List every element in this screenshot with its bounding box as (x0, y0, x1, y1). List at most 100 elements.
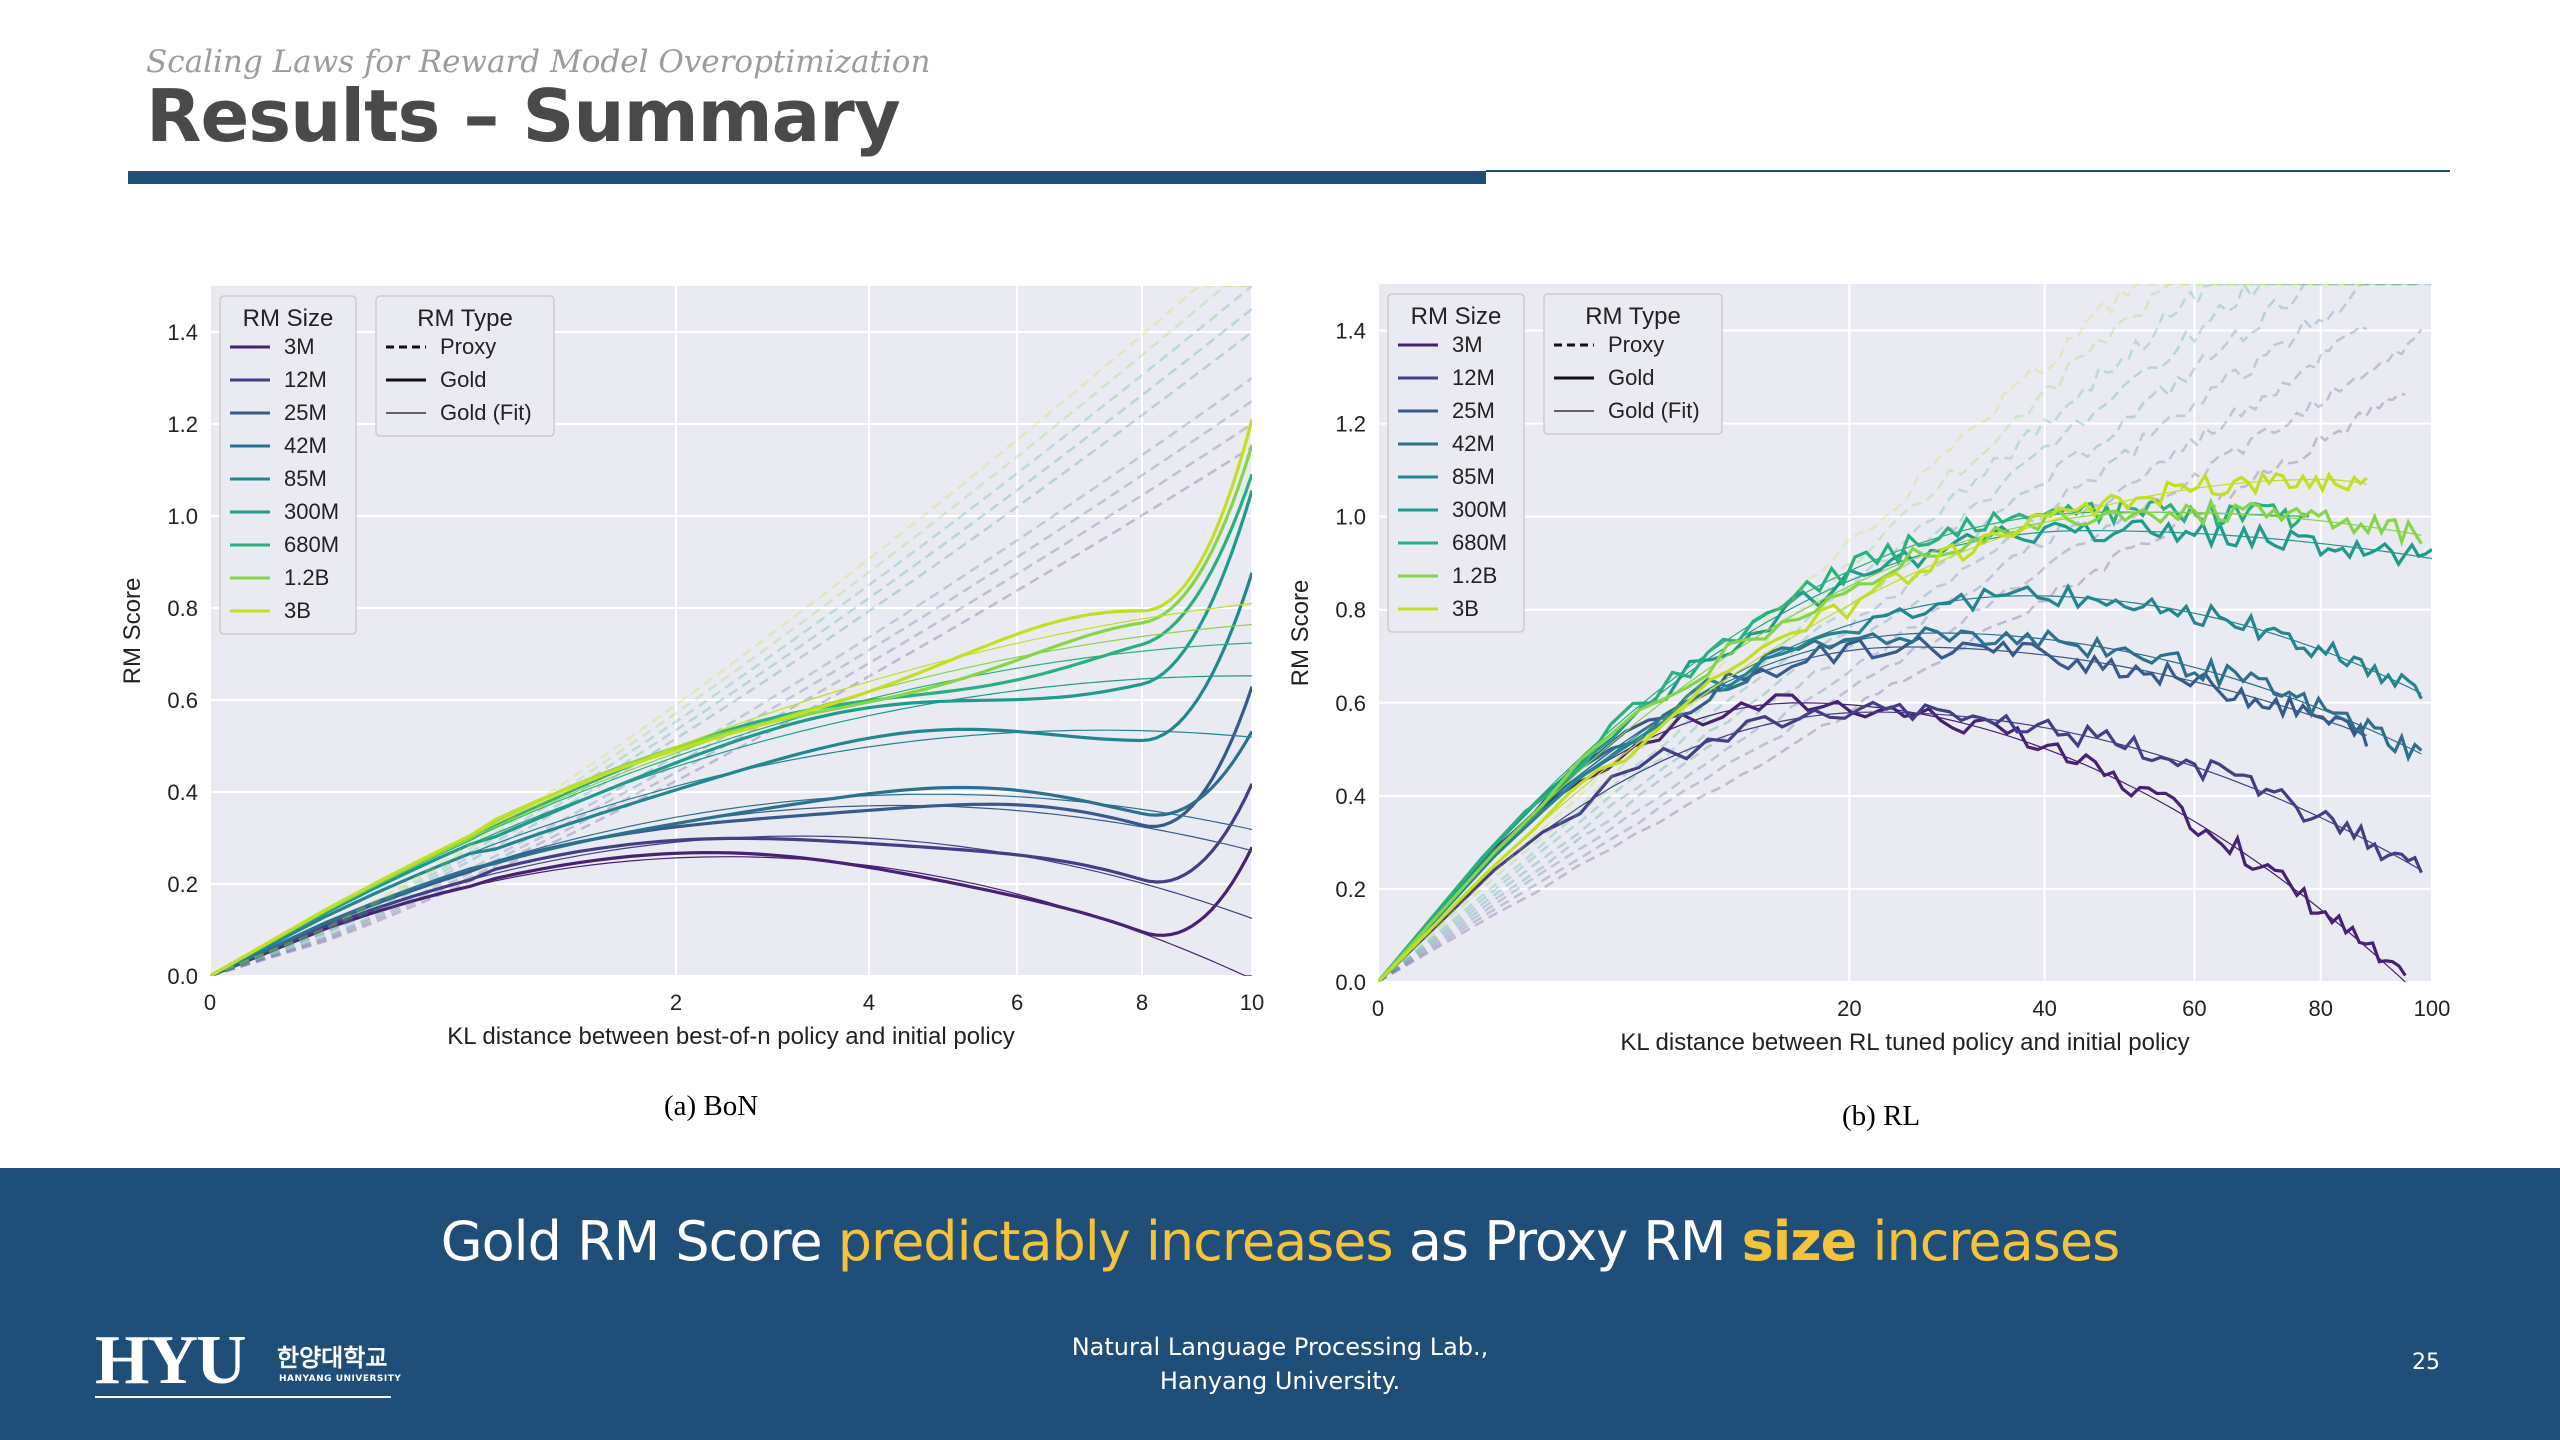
y-tick-label: 0.4 (167, 780, 198, 805)
plot-area (1378, 284, 2432, 982)
y-tick-label: 0.4 (1335, 784, 1366, 809)
logo-korean: 한양대학교 (277, 1344, 388, 1372)
legend-size-label: 42M (284, 433, 327, 458)
legend-size-label: 12M (284, 367, 327, 392)
proxy-line-680M (210, 286, 1252, 976)
proxy-line-42M (1378, 284, 2422, 982)
gold-line-300M (210, 490, 1252, 976)
x-axis-label: KL distance between RL tuned policy and … (1620, 1029, 2189, 1056)
plot-area (210, 286, 1252, 976)
proxy-line-3M (1378, 393, 2406, 982)
legend-size-title: RM Size (243, 305, 334, 332)
legend-type-label: Proxy (1608, 332, 1664, 357)
caption-bon: (a) BoN (664, 1090, 759, 1122)
legend-size-label: 1.2B (1452, 563, 1497, 588)
legend-size-title: RM Size (1411, 303, 1502, 330)
lab-line-2: Hanyang University. (1159, 1367, 1401, 1395)
y-tick-label: 1.0 (1335, 505, 1366, 530)
legend-size-label: 25M (1452, 398, 1495, 423)
x-tick-label: 6 (1011, 990, 1023, 1015)
x-tick-label: 60 (2182, 996, 2206, 1021)
x-tick-label: 10 (1240, 990, 1264, 1015)
legend-size-label: 3M (1452, 332, 1483, 357)
y-tick-label: 0.6 (167, 688, 198, 713)
y-axis-label: RM Score (119, 578, 146, 685)
proxy-line-3B (210, 286, 1252, 976)
x-tick-label: 0 (1372, 996, 1384, 1021)
gold-line-25M (1378, 635, 2369, 982)
bon-chart: 0 2 4 6 8 10 0.0 0.2 0.4 0.6 0.8 1.0 1.2 1.4 KL distan… (119, 286, 1264, 1050)
legend-size-label: 12M (1452, 365, 1495, 390)
x-tick-label: 2 (670, 990, 682, 1015)
legend-size-label: 680M (1452, 530, 1507, 555)
proxy-line-85M (210, 331, 1252, 976)
legend-size-label: 680M (284, 532, 339, 557)
y-tick-label: 1.4 (167, 320, 198, 345)
tagline-part-5: increases (1856, 1210, 2120, 1273)
title-rule-thin (1486, 170, 2450, 172)
legend-type-box (1543, 293, 1723, 435)
page-number: 25 (2412, 1350, 2440, 1375)
gold-line-3M (1378, 693, 2407, 982)
proxy-line-3M (210, 445, 1252, 976)
series-group (210, 286, 1252, 976)
tagline-part-1: Gold RM Score (440, 1210, 838, 1273)
legend-size-label: 42M (1452, 431, 1495, 456)
tagline-highlight-size: size (1741, 1210, 1858, 1273)
x-tick-label: 100 (2414, 996, 2451, 1021)
rl-chart: 0 20 40 60 80 100 0.0 0.2 0.4 0.6 0.8 1.0 1.2 1.4 KL d… (1287, 284, 2451, 1056)
gold-line-85M (1378, 583, 2423, 982)
legend-type-label: Proxy (440, 334, 496, 359)
footer-band (0, 1168, 2560, 1440)
gold-line-1.2B (1378, 498, 2423, 982)
legend-type-label: Gold (440, 367, 486, 392)
x-tick-label: 20 (1837, 996, 1861, 1021)
gold-line-42M (210, 730, 1252, 976)
y-tick-label: 0.8 (1335, 598, 1366, 623)
legend-size-label: 85M (1452, 464, 1495, 489)
y-tick-label: 0.6 (1335, 691, 1366, 716)
gold-line-85M (210, 572, 1252, 976)
y-tick-label: 0.8 (167, 596, 198, 621)
y-tick-label: 1.2 (167, 412, 198, 437)
x-tick-label: 0 (204, 990, 216, 1015)
legend-size-label: 1.2B (284, 565, 329, 590)
y-tick-label: 1.2 (1335, 412, 1366, 437)
tagline-part-3: as Proxy RM (1392, 1210, 1742, 1273)
gold-line-12M (1378, 700, 2423, 982)
gold-fit-line-680M (210, 642, 1252, 976)
gold-line-3B (1378, 470, 2368, 982)
legend-size-label: 3B (284, 598, 311, 623)
caption-rl: (b) RL (1842, 1100, 1921, 1132)
legend-size-label: 3B (1452, 596, 1479, 621)
x-axis-label: KL distance between best-of-n policy and… (447, 1023, 1014, 1050)
legend-size-label: 300M (1452, 497, 1507, 522)
gold-fit-line-12M (210, 835, 1252, 976)
logo-english: HANYANG UNIVERSITY (279, 1374, 402, 1384)
x-tick-label: 80 (2308, 996, 2332, 1021)
proxy-line-300M (210, 308, 1252, 976)
y-tick-label: 0.2 (1335, 877, 1366, 902)
gold-line-3M (210, 846, 1252, 976)
legend-size-label: 3M (284, 334, 315, 359)
proxy-line-25M (210, 399, 1252, 976)
tagline-highlight-increase: predictably increases (837, 1210, 1394, 1273)
proxy-line-3B (1378, 284, 2367, 982)
gold-line-300M (1378, 519, 2432, 982)
gold-fit-line-3B (1378, 478, 2367, 982)
proxy-line-12M (210, 422, 1252, 976)
gold-fit-line-3M (210, 856, 1252, 976)
x-tick-label: 8 (1136, 990, 1148, 1015)
gold-line-3B (210, 418, 1252, 976)
y-axis-label: RM Score (1287, 580, 1314, 687)
series-group (1378, 284, 2432, 982)
y-tick-label: 0.0 (167, 964, 198, 989)
legend-size-label: 25M (284, 400, 327, 425)
lab-line-1: Natural Language Processing Lab., (1071, 1333, 1489, 1361)
legend-type-title: RM Type (1585, 303, 1681, 330)
legend-type-title: RM Type (417, 305, 513, 332)
gold-line-12M (210, 783, 1252, 976)
proxy-line-300M (1378, 284, 2432, 982)
x-tick-label: 4 (863, 990, 875, 1015)
gold-fit-line-1.2B (210, 624, 1252, 976)
